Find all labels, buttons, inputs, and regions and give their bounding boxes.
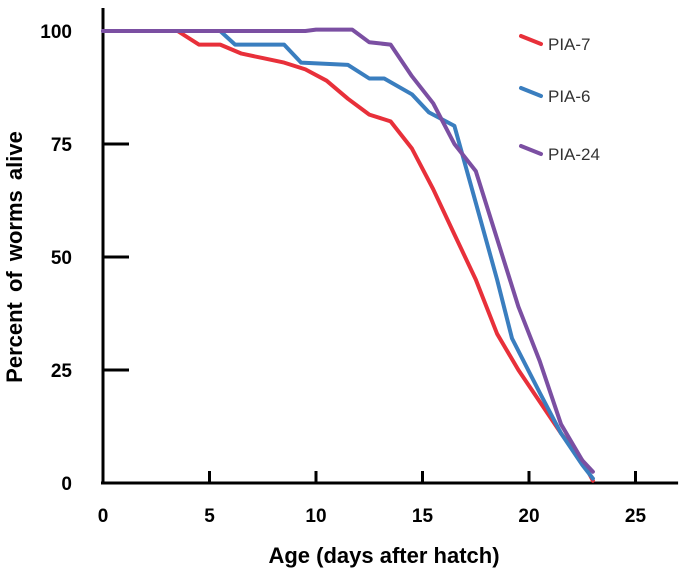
series-line-pia-24 xyxy=(101,27,595,474)
series-line-pia-7 xyxy=(101,29,595,483)
legend-label-pia-7: PIA-7 xyxy=(548,35,591,54)
x-tick-label: 10 xyxy=(305,506,326,527)
legend-swatch-pia-24 xyxy=(519,144,543,156)
legend-label-pia-24: PIA-24 xyxy=(548,145,600,164)
y-tick-label: 25 xyxy=(51,361,73,382)
legend-swatch-pia-7 xyxy=(519,34,543,46)
y-tick-label: 0 xyxy=(61,474,72,495)
x-tick-label: 25 xyxy=(625,506,647,527)
y-axis-title: Percent of worms alive xyxy=(2,131,27,383)
legend: PIA-7 PIA-6 PIA-24 xyxy=(519,34,600,164)
x-tick-label: 0 xyxy=(98,506,109,527)
x-tick-label: 15 xyxy=(412,506,434,527)
series-line-pia-6 xyxy=(101,29,595,481)
x-axis-title: Age (days after hatch) xyxy=(268,543,499,568)
legend-swatch-pia-6 xyxy=(519,86,543,98)
y-tick-label: 100 xyxy=(40,22,72,43)
legend-label-pia-6: PIA-6 xyxy=(548,87,591,106)
axes xyxy=(101,8,679,485)
series xyxy=(101,27,595,483)
x-tick-label: 5 xyxy=(204,506,215,527)
x-tick-label: 20 xyxy=(518,506,539,527)
y-tick-label: 50 xyxy=(51,248,72,269)
y-tick-label: 75 xyxy=(51,135,73,156)
